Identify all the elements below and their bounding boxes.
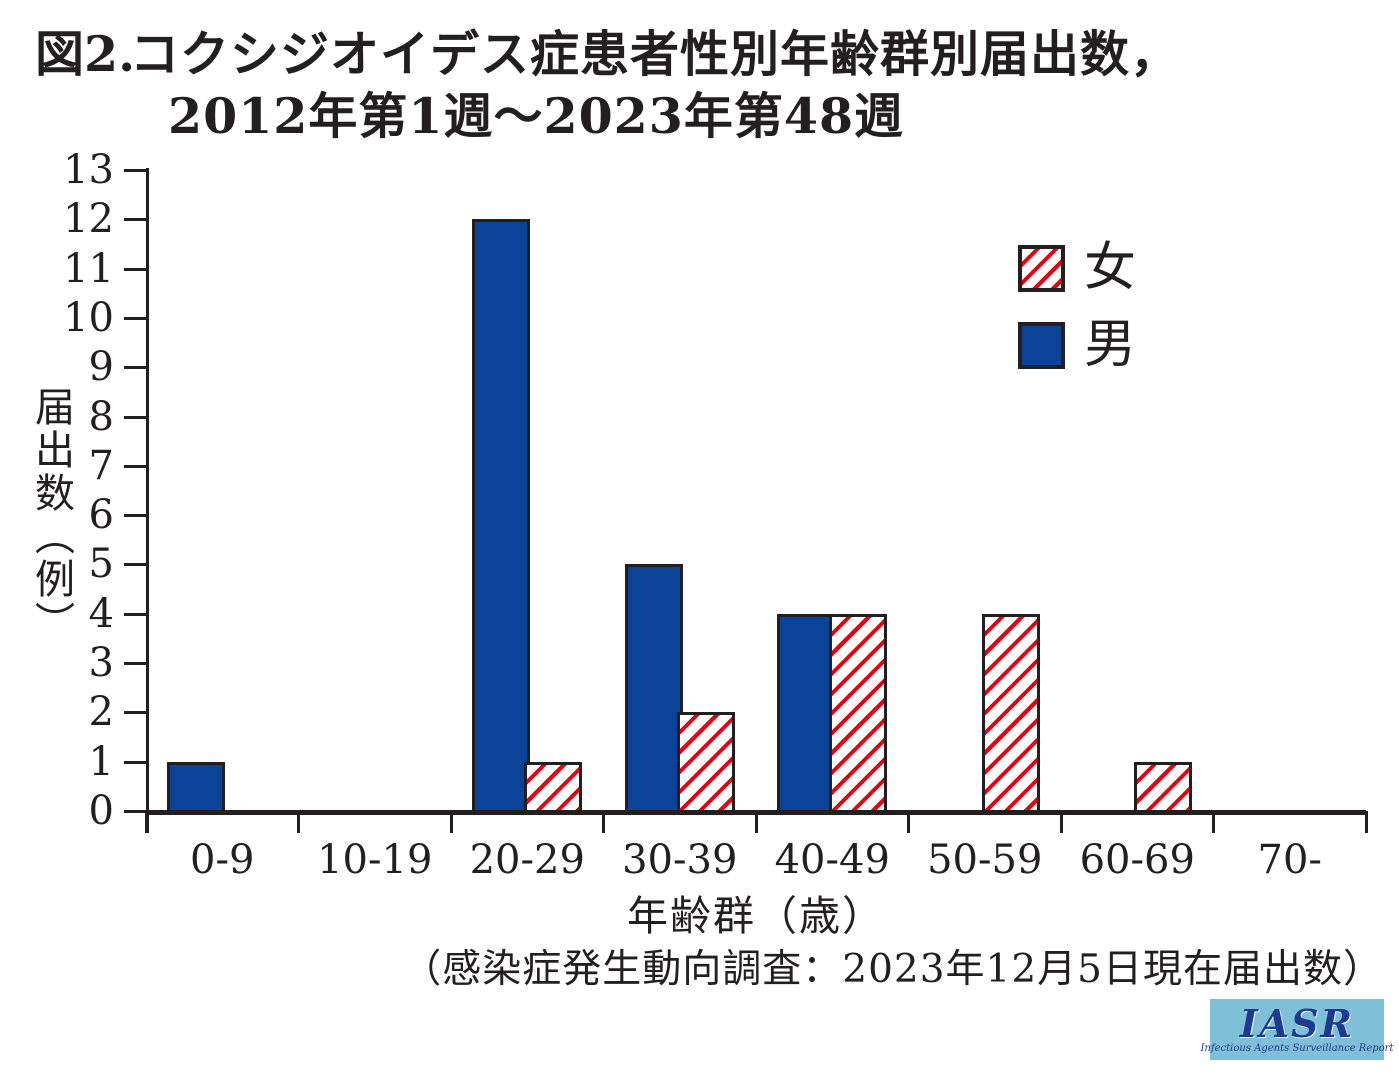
x-tick-label: 0-9 xyxy=(190,837,255,883)
y-tick xyxy=(124,662,148,666)
footnote: （感染症発生動向調査：2023年12月5日現在届出数） xyxy=(402,947,1383,992)
legend-swatch-female xyxy=(1018,245,1065,292)
y-tick-label: 3 xyxy=(88,640,114,687)
y-tick-label: 10 xyxy=(63,294,114,341)
x-tick xyxy=(1364,811,1368,833)
bar-female-30-39 xyxy=(677,712,735,815)
iasr-logo: IASR Infectious Agents Surveillance Repo… xyxy=(1201,999,1393,1060)
legend-swatch-male xyxy=(1018,322,1065,369)
x-tick xyxy=(297,811,300,833)
figure-title-line2: 2012年第1週〜2023年第48週 xyxy=(168,87,905,145)
y-tick-label: 12 xyxy=(63,196,114,243)
y-tick xyxy=(124,810,148,813)
y-tick-label: 13 xyxy=(63,147,114,193)
x-tick-label: 50-59 xyxy=(927,837,1043,883)
x-tick xyxy=(1059,811,1063,833)
y-axis-line xyxy=(146,168,149,833)
bar-female-40-49 xyxy=(829,614,887,815)
y-axis-title: 届出数（例） xyxy=(28,386,74,644)
y-tick xyxy=(124,366,148,370)
x-axis-title: 年齢群（歳） xyxy=(627,892,885,940)
y-tick-label: 11 xyxy=(63,245,114,292)
legend-label-female: 女 xyxy=(1084,238,1137,298)
figure-number: 図2. xyxy=(35,25,136,83)
figure-title-line1: コクシジオイデス症患者性別年齢群別届出数， xyxy=(130,25,1181,83)
y-tick xyxy=(124,612,148,616)
x-tick-label: 20-29 xyxy=(469,837,585,883)
bar-male-30-39 xyxy=(625,564,683,815)
bar-male-20-29 xyxy=(472,219,530,815)
y-tick xyxy=(124,464,148,468)
x-tick xyxy=(754,811,758,833)
y-tick-label: 1 xyxy=(88,738,114,785)
y-tick xyxy=(124,415,148,419)
y-tick-label: 9 xyxy=(88,344,114,391)
y-tick-label: 2 xyxy=(88,689,114,736)
bar-female-60-69 xyxy=(1134,762,1192,815)
x-tick xyxy=(602,811,605,833)
y-tick xyxy=(124,760,148,764)
y-tick xyxy=(124,514,148,518)
bar-female-20-29 xyxy=(524,762,582,815)
x-tick-label: 30-39 xyxy=(622,837,738,883)
y-tick xyxy=(124,711,148,715)
bar-male-40-49 xyxy=(777,614,835,815)
y-tick-label: 8 xyxy=(88,393,114,440)
x-tick xyxy=(907,811,910,833)
y-tick xyxy=(124,563,148,567)
x-tick xyxy=(1212,811,1215,833)
x-tick-label: 70- xyxy=(1257,837,1322,883)
y-tick xyxy=(124,169,148,172)
x-tick-label: 60-69 xyxy=(1079,837,1195,883)
y-tick xyxy=(124,218,148,222)
y-tick-label: 5 xyxy=(88,541,114,588)
x-tick-label: 40-49 xyxy=(774,837,890,883)
bar-male-0-9 xyxy=(167,762,225,815)
y-tick-label: 0 xyxy=(88,788,114,834)
x-tick xyxy=(449,811,453,833)
iasr-logo-text: IASR xyxy=(1239,1000,1355,1046)
x-tick-label: 10-19 xyxy=(317,837,433,883)
y-tick xyxy=(124,316,148,320)
x-tick xyxy=(144,811,148,833)
legend-label-male: 男 xyxy=(1084,315,1137,375)
y-tick xyxy=(124,267,148,271)
iasr-logo-subtext: Infectious Agents Surveillance Report xyxy=(1200,1042,1394,1054)
y-tick-label: 4 xyxy=(88,590,114,637)
bar-female-50-59 xyxy=(982,614,1040,815)
y-tick-label: 6 xyxy=(88,492,114,539)
y-tick-label: 7 xyxy=(88,442,114,489)
